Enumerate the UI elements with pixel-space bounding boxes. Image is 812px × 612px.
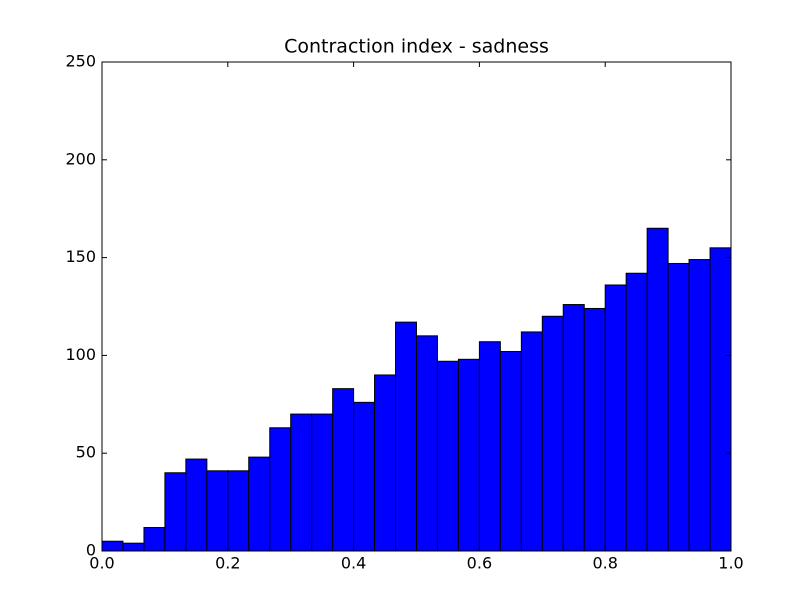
- bar: [143, 527, 166, 552]
- y-tick-label: 0: [86, 541, 96, 560]
- bar: [457, 358, 480, 552]
- bar: [227, 470, 250, 552]
- chart-title: Contraction index - sadness: [284, 36, 549, 58]
- plot-frame: [101, 61, 732, 552]
- x-tick-label: 0.2: [215, 554, 240, 573]
- bar: [269, 427, 292, 552]
- bar: [290, 413, 313, 552]
- bar: [562, 304, 585, 552]
- x-tick-label: 0.6: [467, 554, 492, 573]
- bar: [101, 540, 124, 552]
- bar: [604, 284, 627, 552]
- bar: [311, 413, 334, 552]
- bar: [520, 331, 543, 552]
- bar: [416, 335, 438, 552]
- bar: [206, 470, 229, 552]
- bar: [122, 542, 145, 552]
- bar: [709, 247, 732, 552]
- bar: [374, 374, 397, 552]
- bar: [353, 401, 376, 552]
- y-tick-label: 150: [65, 247, 96, 266]
- bar: [541, 315, 564, 552]
- y-tick-label: 100: [65, 345, 96, 364]
- bar: [436, 360, 459, 552]
- y-tick-label: 200: [65, 149, 96, 168]
- bar: [688, 259, 711, 552]
- y-tick-label: 250: [65, 52, 96, 71]
- bar: [583, 307, 606, 552]
- bar: [248, 456, 271, 552]
- x-tick-label: 0.0: [89, 554, 114, 573]
- bar: [478, 341, 501, 552]
- bar: [646, 227, 669, 552]
- bar: [395, 321, 417, 552]
- x-tick-label: 1.0: [718, 554, 743, 573]
- bar: [667, 262, 690, 552]
- x-tick-label: 0.4: [341, 554, 366, 573]
- bar: [332, 388, 355, 552]
- bar: [625, 272, 648, 552]
- bar: [185, 458, 208, 552]
- x-tick-label: 0.8: [592, 554, 617, 573]
- bar: [164, 472, 187, 552]
- y-tick-label: 50: [76, 443, 96, 462]
- bar: [499, 350, 522, 552]
